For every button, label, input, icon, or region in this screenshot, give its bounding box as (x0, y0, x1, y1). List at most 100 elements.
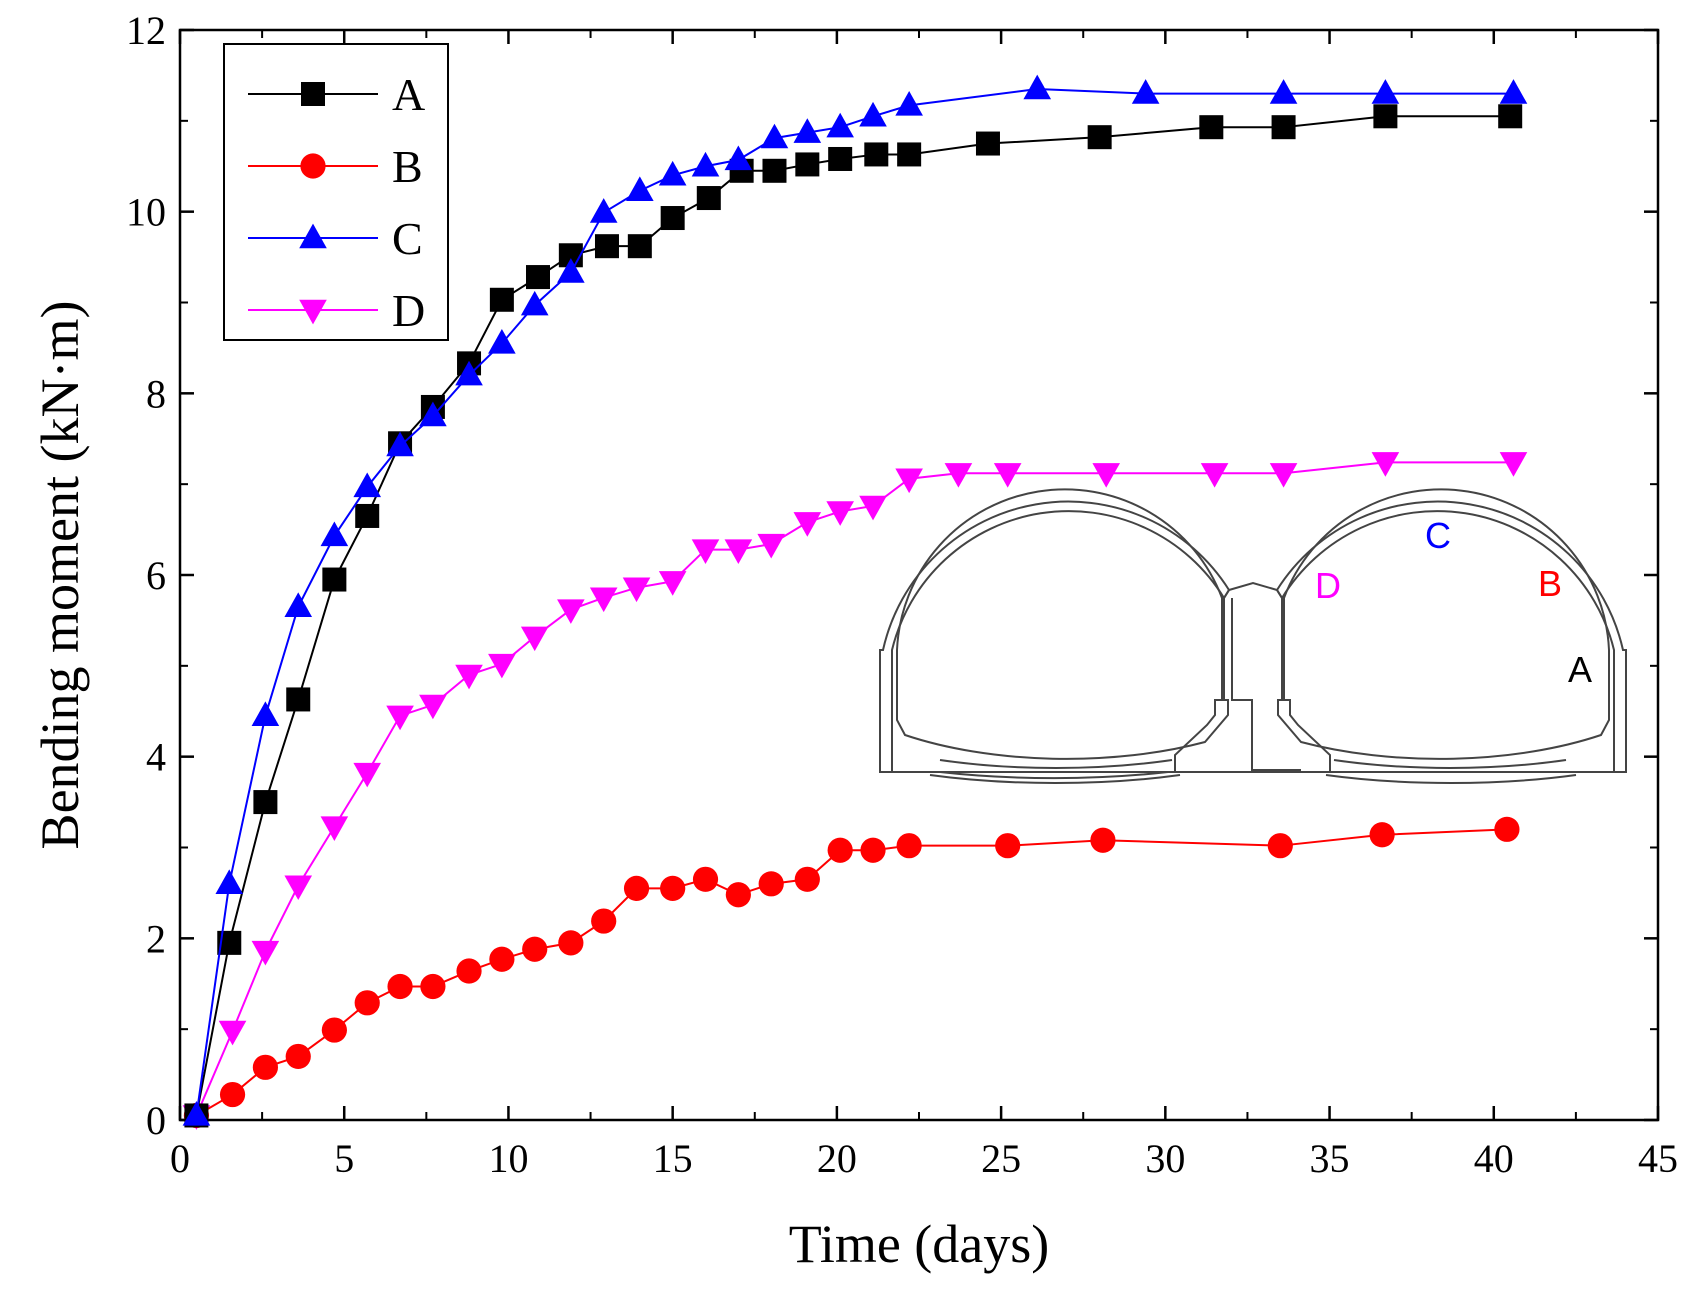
tunnel-cross-section-diagram: C D B A (879, 488, 1627, 785)
inset-label-b: B (1538, 563, 1562, 604)
data-point-D (1499, 452, 1528, 477)
data-point-C (691, 151, 720, 177)
data-point-D (1371, 452, 1400, 477)
data-point-C (793, 118, 822, 143)
x-tick-label: 40 (1474, 1136, 1514, 1181)
data-point-C (1023, 74, 1052, 100)
data-point-B (896, 833, 922, 859)
axis-ticks (178, 28, 1660, 1122)
data-point-A (897, 142, 922, 167)
inset-label-c: C (1425, 515, 1451, 556)
data-point-C (724, 145, 753, 171)
series-line-A (195, 115, 1511, 1116)
data-point-C (859, 101, 887, 127)
y-tick-label: 10 (126, 190, 166, 235)
x-tick-label: 45 (1638, 1136, 1678, 1181)
data-point-A (762, 158, 787, 183)
data-point-D (419, 694, 447, 720)
right-tunnel-invert-arc (1333, 759, 1567, 769)
legend-marker-D (299, 299, 327, 325)
right-tunnel-inner-outline (1277, 488, 1610, 760)
data-point-A (1373, 104, 1398, 129)
data-point-C (455, 360, 483, 386)
data-point-A (1199, 115, 1224, 140)
data-point-B (1369, 822, 1395, 848)
data-point-C (320, 521, 349, 547)
legend-item-C: C (248, 213, 423, 264)
data-point-C (353, 472, 382, 498)
data-point-B (522, 936, 548, 962)
series-B (183, 816, 1520, 1129)
series-layer (182, 74, 1528, 1130)
data-point-C (826, 112, 854, 138)
series-D (182, 452, 1528, 1130)
data-point-A (795, 152, 820, 177)
data-point-D (284, 875, 313, 901)
legend-label: A (392, 69, 425, 120)
data-point-B (219, 1081, 246, 1108)
data-point-C (589, 198, 618, 223)
data-point-D (251, 940, 280, 966)
data-point-B (387, 973, 413, 1000)
data-point-D (218, 1020, 247, 1046)
x-tick-label: 35 (1310, 1136, 1350, 1181)
data-point-B (758, 871, 784, 897)
x-tick-label: 15 (653, 1136, 693, 1181)
data-point-B (456, 958, 482, 984)
data-point-C (1269, 79, 1298, 104)
data-point-D (520, 626, 549, 652)
data-point-C (557, 258, 585, 283)
data-point-C (658, 160, 687, 186)
data-point-A (1271, 115, 1296, 140)
data-point-B (660, 875, 686, 901)
data-point-A (594, 234, 619, 259)
data-point-D (757, 533, 785, 559)
data-point-C (1131, 79, 1160, 104)
data-point-A (253, 790, 278, 815)
legend-item-A: A (248, 69, 425, 120)
data-point-A (1498, 104, 1523, 129)
legend-label: B (392, 141, 423, 192)
data-point-A (1087, 125, 1112, 150)
legend-item-B: B (248, 141, 423, 192)
data-point-B (285, 1043, 311, 1070)
data-point-B (860, 837, 886, 863)
data-point-D (1200, 463, 1229, 488)
data-point-B (354, 990, 380, 1016)
data-point-A (828, 146, 853, 171)
data-point-A (696, 186, 721, 211)
data-point-B (252, 1054, 278, 1080)
data-point-C (1371, 79, 1400, 104)
left-tunnel-invert-arc (939, 759, 1173, 769)
data-point-B (692, 866, 719, 892)
data-point-D (622, 577, 651, 603)
data-point-C (182, 1101, 211, 1126)
x-tick-label: 0 (170, 1136, 190, 1181)
data-point-B (1267, 833, 1293, 859)
right-tunnel-invert-lower-arc (1325, 774, 1577, 785)
data-point-A (322, 567, 347, 592)
inset-label-a: A (1568, 649, 1592, 690)
data-point-B (321, 1017, 347, 1043)
data-point-A (355, 503, 380, 528)
data-point-C (488, 328, 516, 354)
data-point-D (895, 468, 923, 494)
legend-marker-C (299, 223, 327, 249)
x-tick-label: 10 (488, 1136, 528, 1181)
data-point-D (1269, 463, 1298, 488)
data-point-A (489, 287, 514, 312)
data-point-A (627, 234, 652, 259)
data-point-D (724, 539, 753, 564)
x-tick-label: 30 (1145, 1136, 1185, 1181)
legend-marker-A (301, 82, 325, 106)
left-tunnel-inner-outline (896, 488, 1229, 760)
legend-item-D: D (248, 285, 425, 336)
y-tick-label: 4 (146, 735, 166, 780)
y-tick-label: 12 (126, 8, 166, 53)
left-tunnel-invert-lower-arc (929, 774, 1181, 785)
y-tick-label: 8 (146, 371, 166, 416)
data-point-A (660, 206, 685, 231)
data-point-D (320, 816, 349, 842)
data-point-C (895, 90, 923, 116)
data-point-C (760, 123, 789, 149)
